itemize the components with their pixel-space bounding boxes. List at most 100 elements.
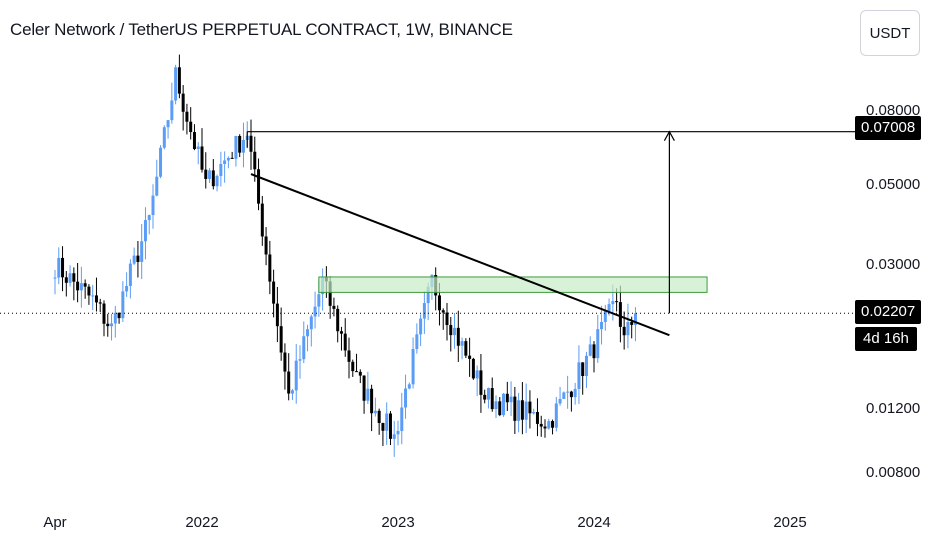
candle [121,281,125,322]
candle [272,269,276,318]
candle [76,262,80,303]
candle [400,392,404,445]
candle [174,64,178,105]
candle [238,134,242,158]
candle [336,305,340,343]
candle [257,158,261,211]
candle [502,392,506,417]
candle [275,286,279,343]
candle [460,337,464,360]
candle [407,382,411,390]
candle [347,337,351,379]
candle [226,156,230,169]
projection-arrowhead [663,130,675,141]
candle [241,122,245,168]
candle [298,345,302,379]
candle [162,125,166,150]
candle [219,151,223,187]
candle [562,391,566,399]
candle [260,195,264,246]
candle [117,312,121,324]
candle [94,277,98,312]
candle [377,408,381,435]
candle [547,418,551,430]
candle [215,174,219,192]
candle [596,314,600,363]
candle [204,152,208,189]
candles [53,54,637,457]
candle [151,184,155,229]
candle [332,297,336,317]
candle [396,420,400,446]
candle [573,382,577,405]
candle [494,395,498,419]
candle [479,354,483,413]
candle [581,362,585,395]
candle [208,168,212,183]
candle [505,381,509,412]
candle [249,119,253,170]
candle [415,323,419,354]
candle [618,285,622,343]
candle [283,343,287,390]
candle [483,389,487,404]
candle [468,337,472,377]
candle [554,396,558,432]
candle [577,345,581,404]
candle [140,223,144,280]
candle [200,128,204,173]
candle [422,291,426,334]
candle [79,266,83,308]
candle [185,103,189,135]
candle [53,269,57,295]
candle [98,298,102,312]
candle [449,317,453,352]
candle [498,397,502,417]
candle [177,54,181,99]
candle [626,303,630,349]
candle [290,388,294,401]
candle [279,307,283,361]
countdown-tag: 4d 16h [855,327,917,351]
candle [558,386,562,406]
candle [520,382,524,435]
candle [306,324,310,352]
candle [603,304,607,331]
candle [588,336,592,357]
y-tick-label: 0.03000 [866,256,921,273]
candle [234,135,238,167]
candle [72,267,76,301]
x-tick-label: Apr [43,514,67,531]
candle [159,145,163,179]
candle [517,392,521,433]
candle [136,241,140,278]
candle [230,151,234,159]
candle [287,353,291,401]
candle [464,338,468,359]
candle [343,318,347,357]
candle [147,214,151,235]
candle [600,305,604,345]
candle [268,240,272,295]
candle [196,142,200,165]
candle [309,314,313,347]
candle [404,374,408,419]
resistance-zone [318,276,708,293]
x-tick-label: 2022 [185,514,219,531]
candle [539,415,543,437]
candle [128,259,132,299]
candle [170,82,174,124]
last-price-tag: 0.02207 [855,300,922,324]
candle [551,419,555,435]
candle [181,85,185,131]
candle [264,227,268,266]
candle [355,353,359,373]
currency-button[interactable]: USDT [860,10,920,56]
candle [166,119,170,139]
candle [64,270,68,297]
candle [106,313,110,337]
candle [490,377,494,412]
candle [509,381,513,416]
candle [528,390,532,429]
